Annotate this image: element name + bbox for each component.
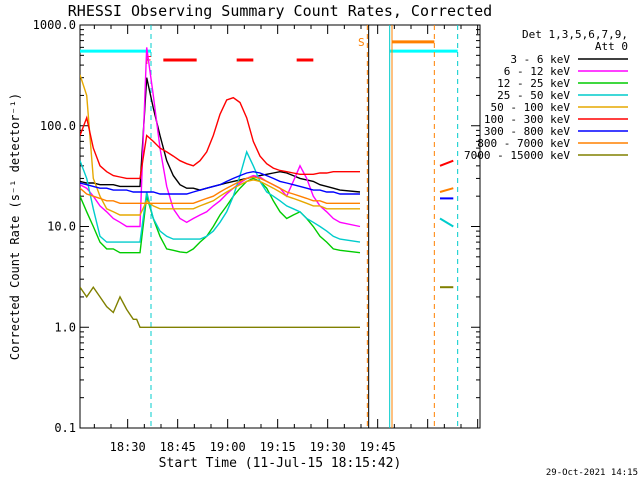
- late-segment-4: [439, 217, 454, 228]
- legend-label: 50 - 100 keV: [491, 101, 571, 114]
- series-line-6: [80, 96, 360, 180]
- y-tick-label: 10.0: [47, 220, 76, 234]
- legend-label: 800 - 7000 keV: [477, 137, 570, 150]
- y-tick-label: 1000.0: [33, 18, 76, 32]
- x-tick-label: 18:30: [110, 440, 146, 454]
- legend-label: 12 - 25 keV: [497, 77, 570, 90]
- legend-label: 100 - 300 keV: [484, 113, 570, 126]
- series-line-7: [80, 170, 360, 195]
- legend-label: 3 - 6 keV: [510, 53, 570, 66]
- legend-label: 6 - 12 keV: [504, 65, 571, 78]
- x-tick-label: 19:30: [310, 440, 346, 454]
- series-line-1: [80, 77, 361, 193]
- plot-axes: [79, 24, 481, 429]
- axis-labels: 0.1 1.0 10.0 100.0 1000.0 18:30 18:45 19:00 19:1…: [8, 2, 638, 478]
- x-tick-label: 19:15: [260, 440, 296, 454]
- footer-date: 29-Oct-2021 14:15: [546, 468, 638, 478]
- y-tick-label: 100.0: [40, 119, 76, 133]
- plot-area: FS: [80, 25, 459, 428]
- data-marks: FS: [80, 25, 459, 428]
- late-segment-2: [439, 187, 454, 193]
- series-line-8: [80, 176, 360, 205]
- series-line-4: [80, 149, 361, 243]
- legend-label: 7000 - 15000 keV: [464, 149, 570, 162]
- x-tick-label: 19:00: [210, 440, 246, 454]
- legend-header-line: Att 0: [595, 40, 628, 53]
- series-line-2: [80, 47, 361, 228]
- x-tick-label: 18:45: [160, 440, 196, 454]
- y-axis-title: Corrected Count Rate (s⁻¹ detector⁻¹): [8, 93, 22, 360]
- series-line-9: [80, 285, 360, 328]
- y-tick-label: 1.0: [54, 320, 76, 334]
- x-tick-label: 19:45: [360, 440, 396, 454]
- saa-flag-label: S: [358, 36, 365, 49]
- y-tick-label: 0.1: [54, 421, 76, 435]
- legend-label: 300 - 800 keV: [484, 125, 570, 138]
- x-axis-title: Start Time (11-Jul-15 18:15:42): [159, 456, 402, 471]
- legend-header-line: Det 1,3,5,6,7,9,: [522, 28, 628, 41]
- series-line-5: [80, 74, 360, 216]
- legend-label: 25 - 50 keV: [497, 89, 570, 102]
- chart-title: RHESSI Observing Summary Count Rates, Co…: [68, 2, 492, 20]
- late-segment-1: [439, 159, 454, 167]
